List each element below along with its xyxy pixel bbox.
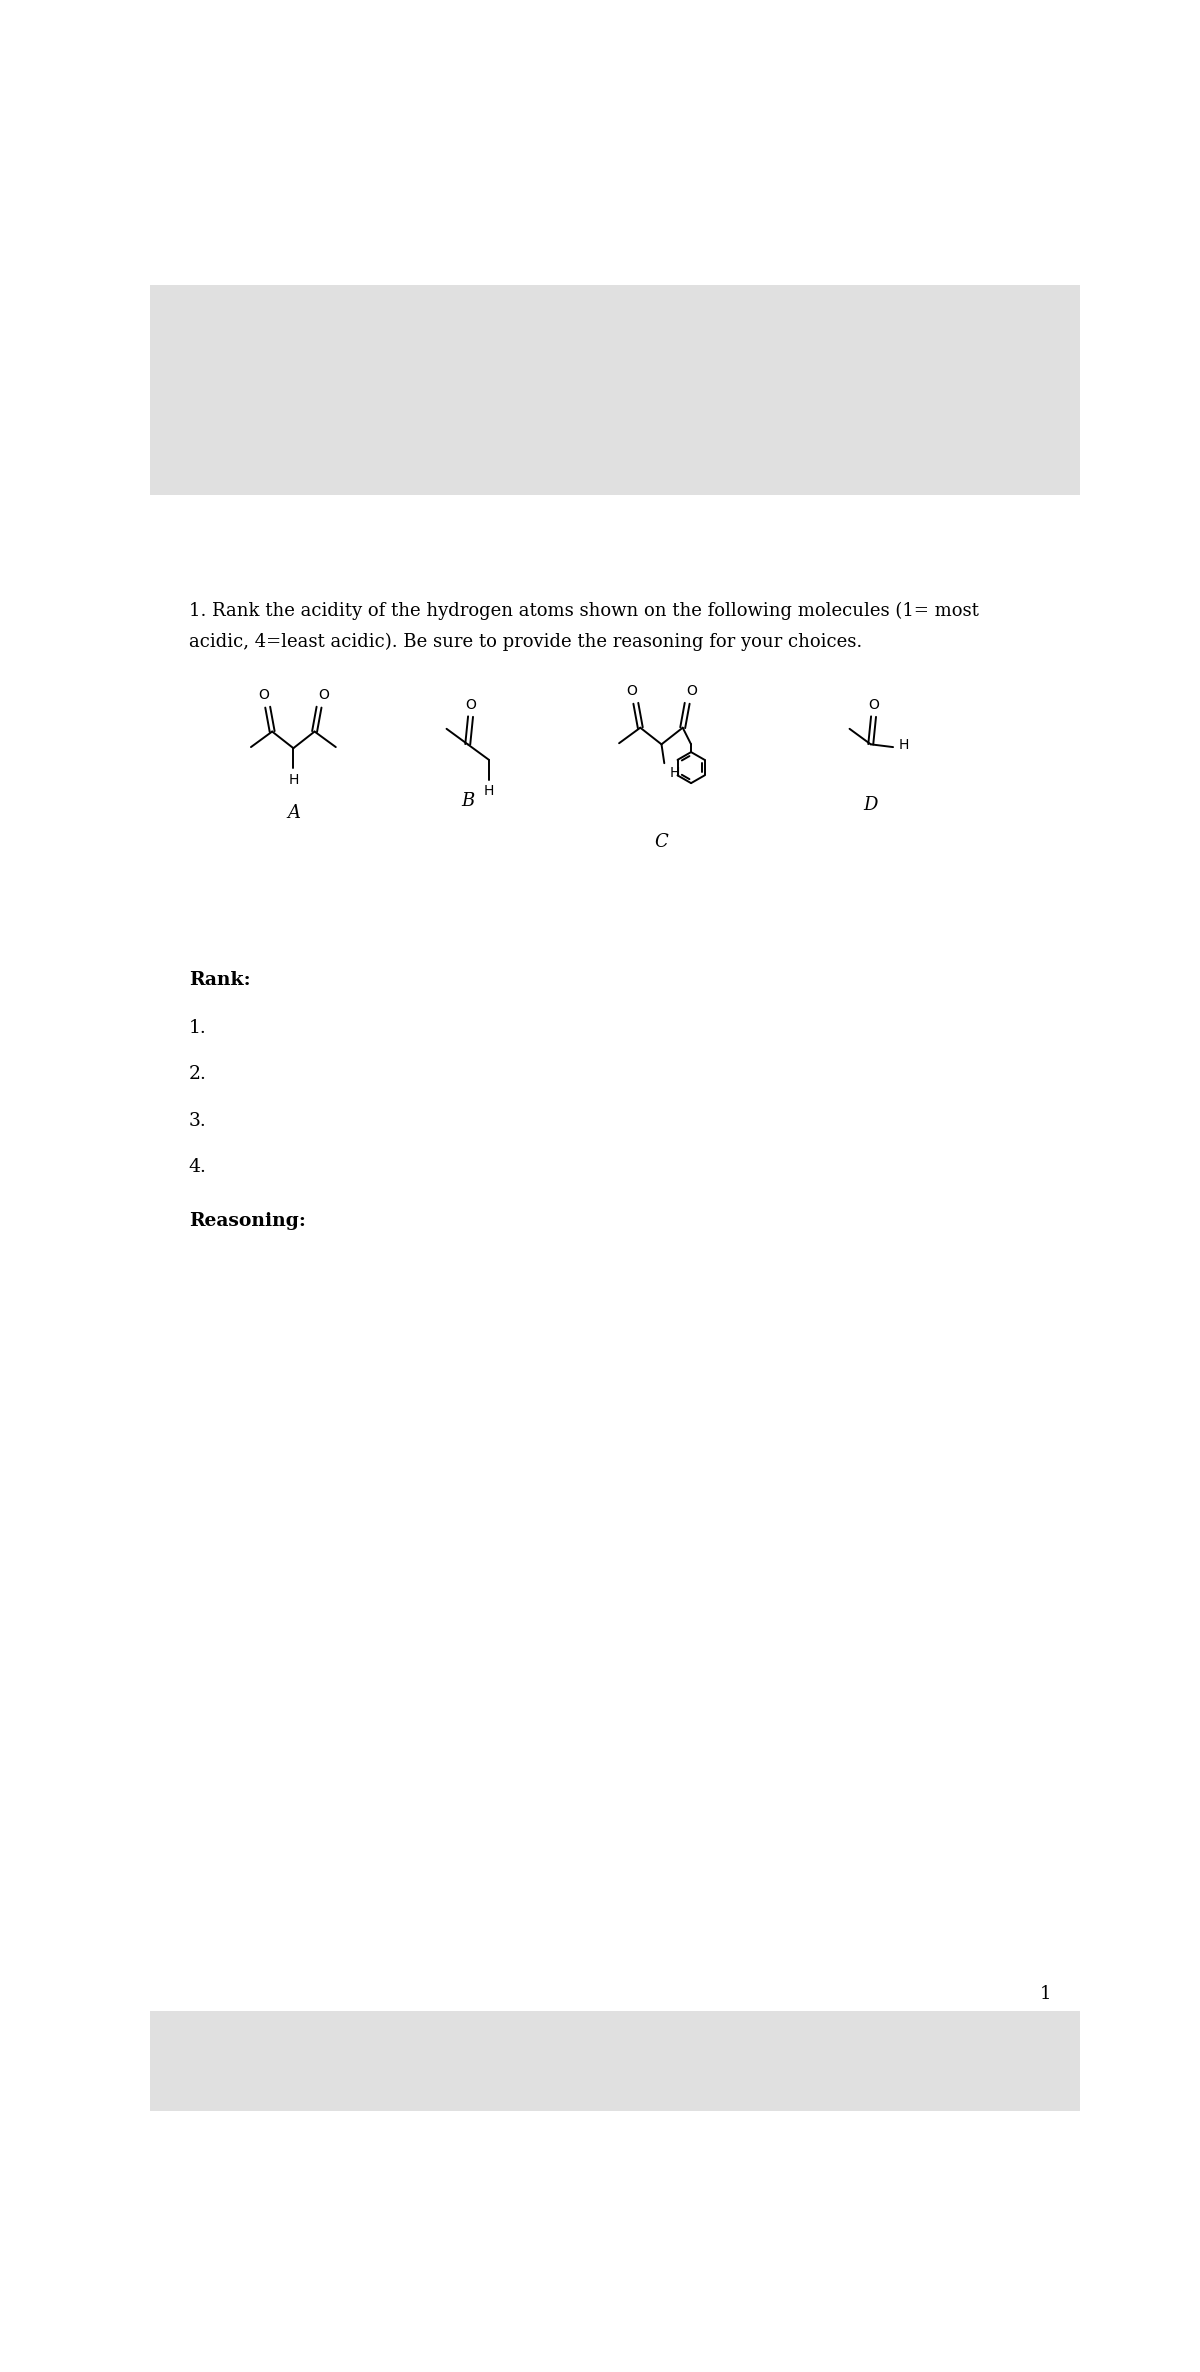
Text: O: O <box>466 697 476 712</box>
Text: B: B <box>461 792 474 811</box>
Text: 2.: 2. <box>188 1065 206 1084</box>
Text: O: O <box>626 683 637 697</box>
Bar <box>150 2011 1080 2111</box>
Text: O: O <box>868 697 878 712</box>
Text: Rank:: Rank: <box>188 973 251 989</box>
Text: 1. Rank the acidity of the hydrogen atoms shown on the following molecules (1= m: 1. Rank the acidity of the hydrogen atom… <box>188 602 979 619</box>
Text: H: H <box>484 785 494 799</box>
Text: 1.: 1. <box>188 1020 206 1037</box>
Text: O: O <box>318 688 329 702</box>
Text: O: O <box>258 688 269 702</box>
Text: acidic, 4=least acidic). Be sure to provide the reasoning for your choices.: acidic, 4=least acidic). Be sure to prov… <box>188 633 862 650</box>
Bar <box>150 285 1080 496</box>
Text: O: O <box>686 683 697 697</box>
Text: A: A <box>287 804 300 821</box>
Text: H: H <box>288 773 299 788</box>
Text: 1: 1 <box>1039 1985 1051 2002</box>
Text: 4.: 4. <box>188 1158 206 1177</box>
Text: Reasoning:: Reasoning: <box>188 1212 306 1229</box>
Text: 3.: 3. <box>188 1112 206 1129</box>
Text: C: C <box>655 833 668 852</box>
Text: D: D <box>864 797 878 814</box>
Text: H: H <box>899 738 910 752</box>
Text: H: H <box>670 766 680 780</box>
